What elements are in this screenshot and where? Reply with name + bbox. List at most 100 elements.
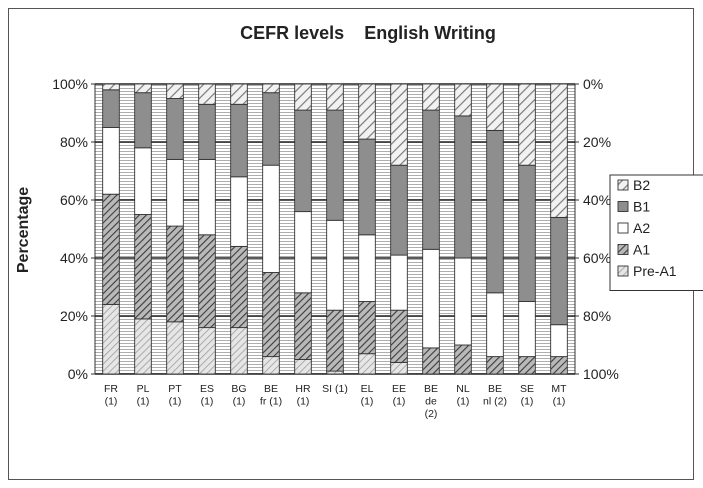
x-category-label: EE (1): [392, 383, 406, 408]
bar-segment-b1-4: [230, 103, 248, 178]
y-axis-label: Percentage: [15, 187, 32, 273]
x-category-label: SE (1): [520, 383, 534, 408]
legend-swatch-pre-a1: [617, 265, 629, 277]
bar-segment-a1-4: [230, 245, 248, 329]
bar-segment-pre-a1-2: [166, 321, 184, 375]
x-category-label: EL (1): [361, 383, 374, 408]
bar-segment-a2-7: [326, 219, 344, 311]
bar-segment-b1-8: [358, 138, 376, 236]
bar-segment-a2-2: [166, 158, 184, 227]
bar-segment-b2-0: [102, 83, 120, 91]
bar-segment-b1-1: [134, 92, 152, 149]
legend-swatch-b2: [617, 179, 629, 191]
chart-title: CEFR levels English Writing: [240, 23, 496, 43]
bar-segment-a2-5: [262, 164, 280, 273]
y-tick-label-right: 80%: [583, 308, 611, 324]
bar-segment-a1-11: [454, 344, 472, 375]
bar-segment-b1-5: [262, 92, 280, 166]
bar-segment-b1-13: [518, 164, 536, 302]
x-category-label: PL (1): [137, 383, 150, 408]
bar-segment-b2-8: [358, 83, 376, 140]
bar-segment-pre-a1-9: [390, 361, 408, 375]
y-tick-label-left: 100%: [52, 76, 88, 92]
bar-segment-pre-a1-6: [294, 359, 312, 375]
y-tick-label-right: 0%: [583, 76, 603, 92]
bar-segment-b2-13: [518, 83, 536, 166]
bar-segment-b1-11: [454, 115, 472, 259]
bar-segment-a2-4: [230, 176, 248, 247]
bar-segment-a1-13: [518, 356, 536, 375]
bar-segment-pre-a1-3: [198, 327, 216, 375]
bar-segment-b2-9: [390, 83, 408, 166]
bar-segment-b2-7: [326, 83, 344, 111]
bar-segment-a2-8: [358, 234, 376, 302]
x-category-label: BE nl (2): [483, 383, 507, 408]
bar-segment-a2-1: [134, 147, 152, 215]
legend-swatch-b1: [617, 201, 629, 212]
bar-segment-a2-11: [454, 257, 472, 346]
x-category-label: BE de (2): [424, 383, 438, 420]
bar-segment-a1-1: [134, 214, 152, 320]
bar-segment-b1-7: [326, 109, 344, 221]
y-tick-label-right: 20%: [583, 134, 611, 150]
bar-segment-a1-10: [422, 347, 440, 375]
bar-segment-b2-10: [422, 83, 440, 111]
bar-segment-a2-12: [486, 292, 504, 358]
bar-segment-pre-a1-8: [358, 353, 376, 375]
legend-label-a1: A1: [633, 242, 650, 258]
y-tick-label-left: 0%: [68, 366, 88, 382]
bar-segment-b2-5: [262, 83, 280, 94]
x-category-label: ES (1): [200, 383, 214, 408]
y-tick-label-left: 20%: [60, 308, 88, 324]
legend-label-a2: A2: [633, 220, 650, 236]
bar-segment-a2-0: [102, 127, 120, 195]
bar-segment-b1-2: [166, 98, 184, 160]
bar-segment-a1-12: [486, 356, 504, 375]
y-tick-label-left: 60%: [60, 192, 88, 208]
bar-segment-a1-3: [198, 234, 216, 329]
bar-segment-a1-5: [262, 272, 280, 358]
bar-segment-b2-2: [166, 83, 184, 99]
bar-segment-b2-4: [230, 83, 248, 105]
bar-segment-b1-9: [390, 164, 408, 256]
bar-segment-pre-a1-0: [102, 303, 120, 375]
bar-segment-b2-14: [550, 83, 568, 218]
bar-segment-b1-12: [486, 129, 504, 294]
x-category-label: HR (1): [295, 383, 311, 408]
x-category-label: SI (1): [322, 383, 348, 395]
y-tick-label-left: 40%: [60, 250, 88, 266]
bar-segment-a1-7: [326, 309, 344, 372]
legend-label-pre-a1: Pre-A1: [633, 263, 677, 279]
bar-segment-a2-13: [518, 301, 536, 358]
bar-segment-pre-a1-5: [262, 356, 280, 375]
x-category-label: FR (1): [104, 383, 118, 408]
bar-segment-a1-9: [390, 309, 408, 363]
bar-segment-b1-0: [102, 89, 120, 128]
bar-segment-b2-6: [294, 83, 312, 111]
bar-segment-a2-6: [294, 211, 312, 294]
bar-segment-b2-11: [454, 83, 472, 117]
bar-segment-a2-9: [390, 254, 408, 311]
bar-segment-b2-3: [198, 83, 216, 105]
y-tick-label-left: 80%: [60, 134, 88, 150]
bar-segment-b1-3: [198, 103, 216, 160]
bar-segment-a2-3: [198, 158, 216, 236]
bar-segment-a2-10: [422, 248, 440, 349]
x-category-label: MT (1): [551, 383, 567, 408]
bar-segment-pre-a1-4: [230, 327, 248, 375]
legend-label-b2: B2: [633, 177, 650, 193]
x-category-label: PT (1): [168, 383, 182, 408]
legend-swatch-a2: [617, 222, 629, 234]
y-tick-label-right: 60%: [583, 250, 611, 266]
bar-segment-b1-14: [550, 216, 568, 326]
x-category-label: NL (1): [456, 383, 470, 408]
x-category-label: BG (1): [231, 383, 246, 408]
bar-segment-a1-8: [358, 301, 376, 355]
bar-segment-b2-1: [134, 83, 152, 94]
bar-segment-b1-10: [422, 109, 440, 250]
bar-segment-a1-6: [294, 292, 312, 360]
bar-segment-a2-14: [550, 324, 568, 358]
bar-segment-a1-2: [166, 225, 184, 323]
y-tick-label-right: 40%: [583, 192, 611, 208]
bar-segment-a1-0: [102, 193, 120, 305]
